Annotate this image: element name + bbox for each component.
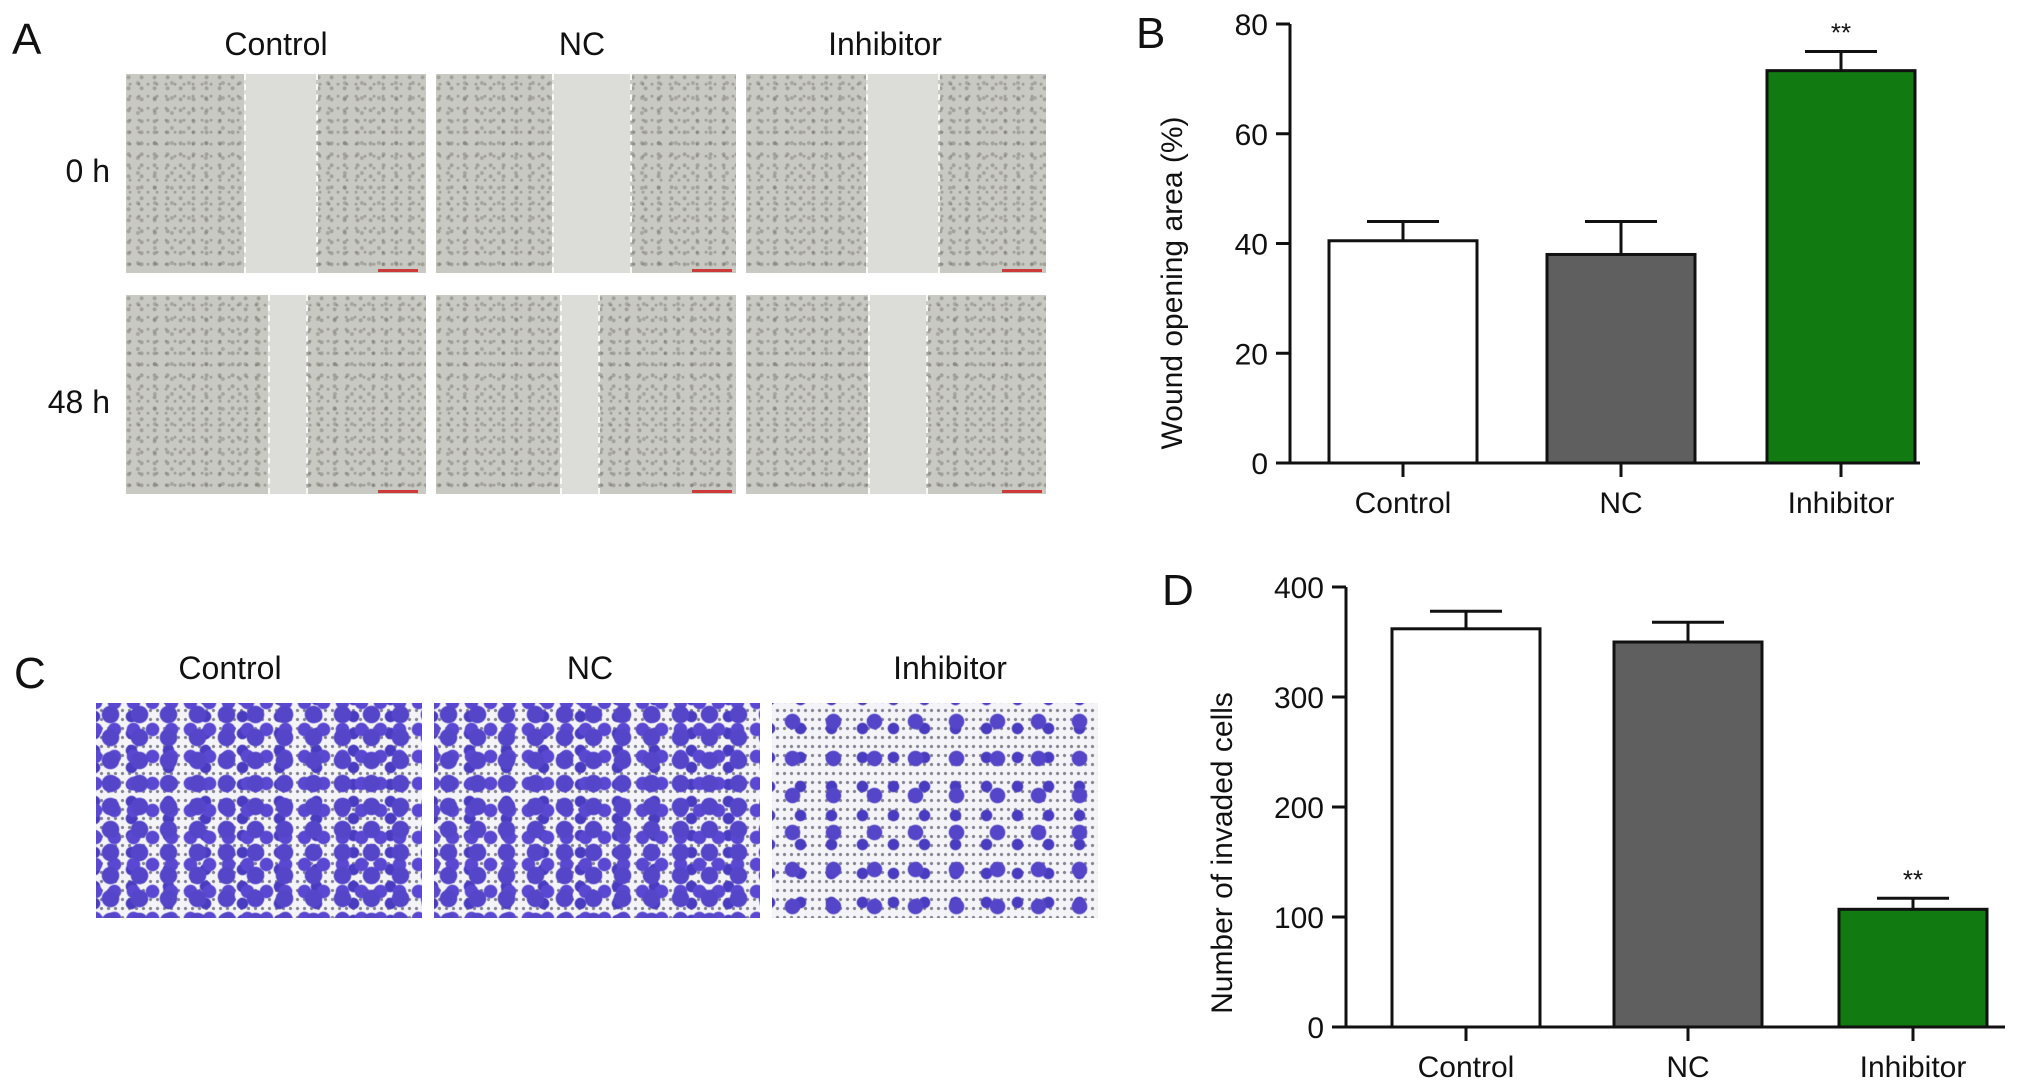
panel-a-row-label-0h: 0 h — [65, 153, 110, 189]
invasion-image-control — [96, 703, 422, 918]
bar-control — [1327, 239, 1479, 465]
x-tick-label: Inhibitor — [1860, 1051, 1967, 1084]
panel-letter-c: C — [14, 649, 46, 698]
wound-image-inhibitor-0h — [746, 74, 1046, 273]
panel-letter-a: A — [12, 15, 42, 64]
y-tick-label: 80 — [1235, 9, 1268, 42]
wound-image-inhibitor-48h — [746, 295, 1046, 494]
scale-bar — [692, 269, 732, 272]
scale-bar — [378, 269, 418, 272]
x-tick-label: Control — [1355, 487, 1452, 520]
wound-image-nc-0h — [436, 74, 736, 273]
x-tick-label: Inhibitor — [1788, 487, 1895, 520]
panel-c-column-label-nc: NC — [566, 650, 614, 686]
panel-letter-d: D — [1162, 566, 1194, 615]
y-tick-label: 400 — [1274, 572, 1324, 605]
panel-c-column-label-inhibitor: Inhibitor — [893, 650, 1007, 686]
scale-bar — [1002, 490, 1042, 493]
bar-inhibitor — [1837, 907, 1989, 1029]
y-tick-label: 0 — [1307, 1012, 1324, 1045]
invasion-image-inhibitor — [772, 703, 1098, 918]
wound-image-nc-48h — [436, 295, 736, 494]
bar-chart-invaded-cells: D Number of invaded cells 0 100 200 300 400 C… — [1162, 566, 2005, 1084]
panel-c-column-label-control: Control — [178, 650, 282, 686]
scale-bar — [378, 490, 418, 493]
x-tick-label: Control — [1418, 1051, 1515, 1084]
y-tick-label: 60 — [1235, 119, 1268, 152]
panel-letter-b: B — [1136, 9, 1165, 58]
wound-image-control-48h — [126, 295, 426, 494]
significance-label: ** — [1903, 864, 1923, 894]
panel-a-column-label-nc: NC — [558, 26, 606, 62]
wound-image-control-0h — [126, 74, 426, 273]
y-tick-label: 0 — [1251, 448, 1268, 481]
y-tick-label: 20 — [1235, 338, 1268, 371]
invasion-image-nc — [434, 703, 760, 918]
bar-chart-wound-area: B Wound opening area (%) 0 20 40 60 80 Contro… — [1136, 9, 1920, 520]
scale-bar — [692, 490, 732, 493]
bar-control — [1390, 627, 1542, 1029]
y-axis-label: Wound opening area (%) — [1156, 117, 1189, 450]
significance-label: ** — [1831, 17, 1851, 47]
bar-inhibitor — [1765, 69, 1917, 465]
scale-bar — [1002, 269, 1042, 272]
panel-a-row-label-48h: 48 h — [47, 384, 110, 420]
x-tick-label: NC — [1666, 1051, 1709, 1084]
y-tick-label: 300 — [1274, 682, 1324, 715]
panel-a-column-label-control: Control — [224, 26, 328, 62]
y-tick-label: 200 — [1274, 792, 1324, 825]
y-tick-label: 100 — [1274, 902, 1324, 935]
panel-a-column-label-inhibitor: Inhibitor — [828, 26, 942, 62]
x-tick-label: NC — [1599, 487, 1642, 520]
y-tick-label: 40 — [1235, 229, 1268, 262]
y-axis-label: Number of invaded cells — [1206, 692, 1239, 1014]
bar-nc — [1545, 252, 1697, 465]
bar-nc — [1612, 640, 1764, 1029]
